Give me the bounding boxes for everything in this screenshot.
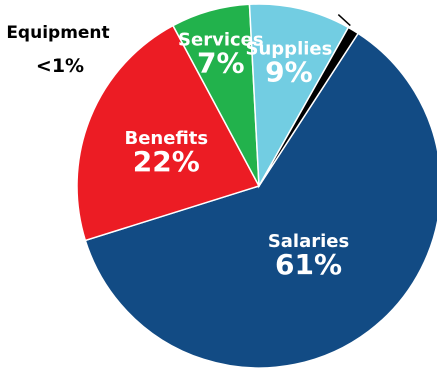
slice-name-equipment: Equipment	[6, 23, 109, 43]
pie-slices	[76, 3, 437, 369]
slice-name-supplies: Supplies	[246, 38, 333, 59]
pie-slice-benefits	[76, 24, 261, 242]
slice-name-benefits: Benefits	[125, 128, 209, 149]
leader-line-equipment	[337, 14, 351, 27]
pie-slice-salaries	[84, 32, 437, 369]
slice-value-benefits: 22%	[133, 145, 200, 178]
slice-label-equipment: Equipment <1%	[6, 23, 109, 77]
slice-value-equipment: <1%	[36, 55, 84, 77]
pie-labels: Salaries 61% Benefits 22% Services 7% Supplies…	[6, 14, 351, 281]
slice-label-benefits: Benefits 22%	[125, 128, 209, 178]
slice-label-supplies: Supplies 9%	[246, 38, 333, 88]
slice-name-salaries: Salaries	[268, 231, 349, 252]
slice-label-services: Services 7%	[178, 29, 264, 79]
slice-value-salaries: 61%	[275, 248, 342, 281]
pie-slice-equipment	[258, 26, 360, 187]
slice-value-supplies: 9%	[265, 55, 313, 88]
pie-slice-supplies	[248, 3, 350, 189]
slice-value-services: 7%	[197, 46, 245, 79]
slice-name-services: Services	[178, 29, 264, 50]
slice-label-salaries: Salaries 61%	[268, 231, 349, 281]
